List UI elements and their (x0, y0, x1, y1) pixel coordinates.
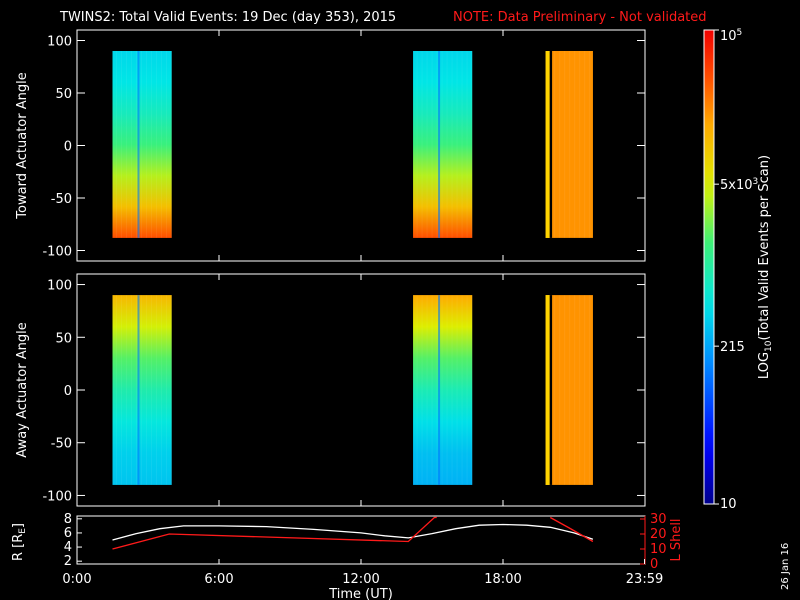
x-tick-label: 0:00 (62, 572, 91, 587)
r-series-line (112, 523, 594, 541)
y-tick-label: -100 (42, 489, 72, 504)
y-tick-label: 50 (55, 331, 72, 346)
y-tick-label: -100 (42, 245, 72, 260)
colorbar-tick-label: 5x103 (720, 177, 758, 193)
heatmap-panel: -100 -50 0 50 100 Toward Actuator Angle (15, 29, 646, 262)
heatmap-panel: -100 -50 0 50 100 Away Actuator Angle (15, 273, 646, 507)
x-tick-label: 23:59 (626, 572, 663, 587)
y-tick-label: -50 (51, 192, 72, 207)
y2-axis-label: L Shell (669, 518, 684, 561)
y-tick-label: 0 (64, 384, 72, 399)
colorbar-tick-label: 10 (720, 497, 737, 512)
y-tick-label: 50 (55, 87, 72, 102)
y2-tick-label: 10 (650, 542, 667, 557)
scan-block (112, 295, 172, 485)
colorbar-label: LOG10(Total Valid Events per Scan) (757, 155, 774, 379)
scan-edge (545, 51, 550, 238)
y-tick-label: -50 (51, 437, 72, 452)
preliminary-note: NOTE: Data Preliminary - Not validated (453, 10, 707, 25)
x-tick-label: 12:00 (342, 572, 379, 587)
colorbar-tick-label: 215 (720, 340, 745, 355)
scan-gap (549, 51, 553, 238)
scan-block (545, 51, 593, 238)
scan-block (545, 295, 593, 485)
y2-tick-label: 30 (650, 512, 667, 527)
y-axis-label: Away Actuator Angle (15, 322, 30, 457)
colorbar-tick-label: 105 (720, 28, 742, 44)
x-tick-label: 6:00 (204, 572, 233, 587)
y-tick-label: 2 (64, 554, 72, 569)
y-tick-label: 0 (64, 140, 72, 155)
y-tick-label: 6 (64, 526, 72, 541)
scan-block (413, 295, 473, 485)
y-tick-label: 100 (47, 35, 72, 50)
colorbar (703, 29, 715, 505)
lshell-series-line (112, 516, 437, 550)
scan-block (112, 51, 172, 238)
y-tick-label: 100 (47, 279, 72, 294)
y-tick-label: 8 (64, 512, 72, 527)
y-tick-label: 4 (64, 540, 72, 555)
lshell-series-line (549, 516, 594, 543)
date-stamp: 26 Jan 16 (780, 543, 791, 590)
x-tick-label: 18:00 (484, 572, 521, 587)
y2-tick-label: 20 (650, 527, 667, 542)
y2-tick-label: 0 (650, 557, 658, 572)
x-axis-label: Time (UT) (328, 587, 393, 600)
y-axis-label: R [RE] (11, 523, 28, 561)
chart-title: TWINS2: Total Valid Events: 19 Dec (day … (59, 10, 396, 25)
scan-edge (545, 295, 550, 485)
y-axis-label: Toward Actuator Angle (15, 72, 30, 219)
scan-block (413, 51, 473, 238)
scan-gap (549, 295, 553, 485)
